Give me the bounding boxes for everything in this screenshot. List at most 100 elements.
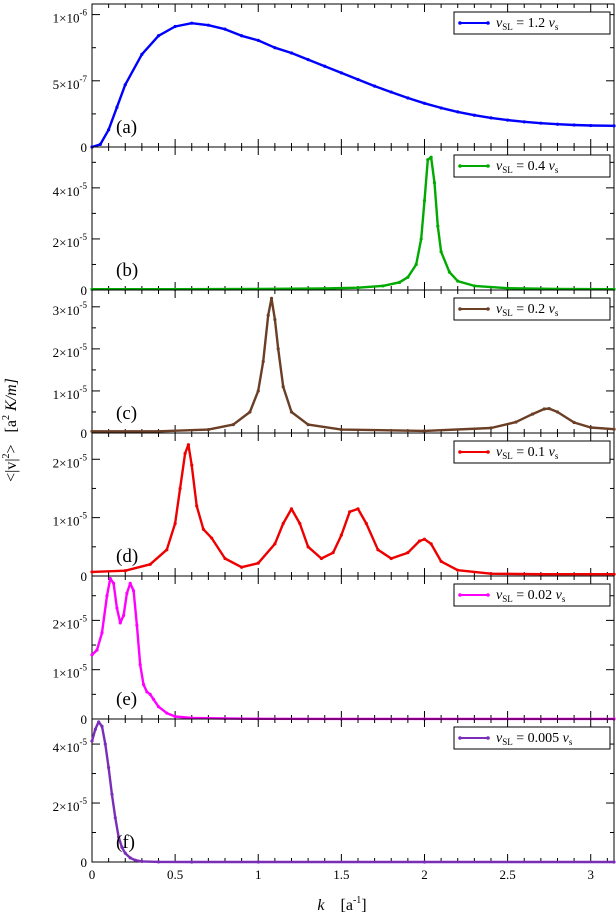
y-tick-label: 5×10-7 (53, 74, 88, 92)
panel-b: 0 2×10-5 4×10-5 vSL = 0.4 vs (b) (53, 146, 616, 298)
legend-marker (486, 307, 490, 311)
data-point (183, 451, 187, 456)
data-point (121, 613, 126, 618)
legend-label: vSL = 0.005 vs (496, 731, 573, 747)
legend-marker (486, 450, 490, 454)
data-point (123, 851, 127, 855)
x-tick-label: 3 (587, 867, 594, 882)
legend-marker (486, 21, 490, 25)
y-tick-label: 0 (81, 569, 88, 584)
data-point (151, 697, 156, 701)
data-point (306, 58, 310, 62)
y-tick-label: 3×10-5 (53, 300, 88, 318)
panel-f: 0 2×10-5 4×10-5 vSL = 0.005 vs (f) (53, 718, 616, 870)
data-point (306, 422, 310, 427)
data-point (319, 556, 324, 561)
y-tick-label: 1×10-5 (53, 384, 88, 402)
legend-marker (486, 164, 490, 168)
data-point (376, 548, 380, 552)
data-point (120, 845, 124, 849)
data-point (231, 422, 235, 427)
data-point (612, 427, 616, 431)
legend-box (453, 440, 611, 464)
data-point (95, 648, 99, 652)
data-point (489, 426, 493, 430)
x-axis-label: k [a-1] (317, 895, 366, 914)
data-point (339, 71, 343, 75)
data-point (298, 521, 302, 526)
data-point (522, 120, 526, 124)
data-point (148, 562, 152, 566)
data-point (108, 576, 112, 581)
legend-marker (458, 21, 462, 25)
panel-label: (c) (116, 403, 137, 424)
x-tick-label: 0.5 (167, 867, 183, 882)
legend-box (453, 154, 611, 178)
data-point (429, 155, 433, 159)
data-point (261, 359, 265, 364)
data-point (113, 816, 117, 820)
panel-label: (d) (116, 546, 138, 567)
data-point (589, 572, 593, 576)
data-point (406, 275, 410, 279)
data-point (135, 623, 139, 627)
data-point (156, 429, 161, 433)
data-point (248, 410, 252, 414)
data-point (555, 410, 560, 414)
data-point (195, 504, 199, 508)
data-point (115, 105, 119, 109)
data-point (306, 545, 310, 549)
data-point (422, 429, 427, 433)
data-point (112, 581, 116, 585)
data-point (276, 347, 280, 351)
panel-c: 0 1×10-5 2×10-5 3×10-5 vSL = 0.2 vs (c) (53, 289, 616, 441)
y-tick-label: 0 (81, 426, 88, 441)
data-point (110, 792, 114, 796)
data-point (356, 77, 360, 82)
x-tick-label: 1.5 (333, 867, 349, 882)
data-point (128, 856, 132, 860)
y-axis-label: <|v|2> [a2 K/m] (1, 378, 20, 482)
data-point (165, 711, 169, 715)
data-point (173, 24, 177, 29)
legend-marker (458, 593, 462, 597)
y-tick-label: 2×10-5 (53, 613, 88, 631)
x-tick-label: 0 (89, 867, 96, 882)
data-point (266, 313, 270, 317)
legend-marker (458, 164, 462, 168)
data-point (240, 565, 244, 569)
data-point (547, 407, 551, 411)
data-point (173, 714, 177, 719)
data-point (223, 556, 227, 561)
data-point (389, 90, 393, 94)
data-point (156, 34, 161, 38)
data-point (165, 548, 169, 552)
data-point (429, 542, 433, 546)
panel-a: 0 5×10-7 1×10-6 vSL = 1.2 vs (a) (53, 3, 616, 155)
data-point (589, 123, 593, 128)
data-point (555, 122, 560, 126)
data-point (331, 551, 335, 555)
data-point (223, 27, 227, 31)
series-line (91, 22, 615, 149)
data-point (356, 507, 360, 511)
data-point (472, 284, 476, 288)
data-point (422, 537, 427, 541)
data-point (201, 527, 205, 531)
y-tick-label: 2×10-5 (53, 796, 88, 814)
series-line (92, 155, 615, 291)
data-point (339, 428, 343, 432)
data-point (123, 569, 127, 573)
legend-marker (458, 450, 462, 454)
data-point (612, 124, 616, 128)
data-point (612, 572, 616, 576)
data-point (539, 121, 543, 125)
legend-label: vSL = 0.2 vs (496, 302, 559, 318)
data-point (589, 425, 593, 430)
legend-label: vSL = 0.4 vs (496, 159, 559, 175)
data-point (138, 663, 142, 667)
panel-label: (b) (116, 260, 138, 281)
data-point (90, 429, 94, 433)
data-point (472, 113, 476, 117)
